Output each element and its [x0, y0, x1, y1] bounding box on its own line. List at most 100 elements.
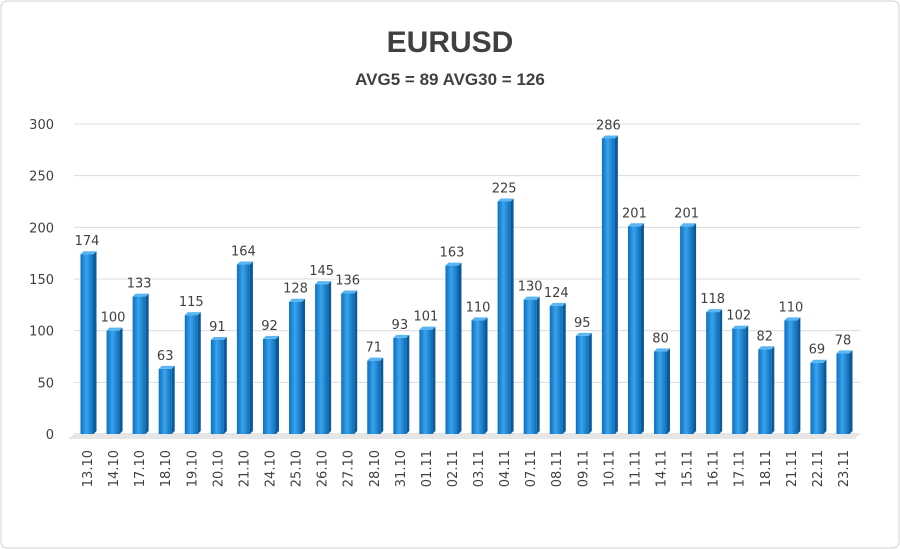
bar-top — [315, 281, 332, 285]
x-tick-label: 19.10 — [185, 450, 200, 487]
data-label: 78 — [835, 333, 852, 348]
x-tick-label: 01.11 — [420, 450, 435, 487]
y-tick-label: 200 — [29, 221, 54, 236]
bar-side — [823, 359, 827, 434]
bar-side — [719, 309, 723, 434]
data-label: 128 — [283, 282, 308, 297]
x-tick-label: 18.11 — [759, 450, 774, 487]
y-tick-label: 0 — [46, 428, 54, 443]
bar-side — [771, 346, 775, 434]
bar-top — [810, 359, 827, 363]
x-tick-label: 13.10 — [81, 450, 96, 487]
bar — [784, 320, 798, 434]
y-tick-label: 100 — [29, 325, 54, 340]
x-tick-label: 18.10 — [159, 450, 174, 487]
bar-side — [223, 336, 227, 434]
bar — [627, 226, 641, 434]
bar-side — [328, 281, 332, 434]
bar-side — [510, 198, 514, 434]
x-tick-label: 24.10 — [263, 450, 278, 487]
bar-top — [184, 312, 201, 316]
chart-title: EURUSD — [387, 26, 514, 59]
data-label: 115 — [179, 295, 204, 310]
bar-top — [523, 296, 540, 300]
data-label: 225 — [492, 182, 517, 197]
data-label: 92 — [261, 319, 278, 334]
bar-top — [784, 317, 801, 321]
chart-floor — [68, 434, 860, 439]
x-tick-label: 14.10 — [107, 450, 122, 487]
x-tick-label: 21.10 — [237, 450, 252, 487]
bar — [471, 320, 485, 434]
bar — [80, 254, 94, 434]
data-label: 93 — [392, 318, 409, 333]
data-label: 118 — [700, 292, 725, 307]
bar — [549, 305, 563, 434]
data-label: 145 — [309, 264, 334, 279]
data-label: 174 — [75, 234, 100, 249]
x-tick-label: 02.11 — [446, 450, 461, 487]
bar — [680, 226, 694, 434]
x-tick-label: 20.10 — [211, 450, 226, 487]
data-label: 110 — [466, 300, 491, 315]
x-tick-label: 14.11 — [655, 450, 670, 487]
bar — [654, 351, 668, 434]
data-label: 71 — [365, 341, 382, 356]
x-tick-label: 16.11 — [707, 450, 722, 487]
bar — [732, 328, 746, 434]
x-tick-label: 10.11 — [602, 450, 617, 487]
bar — [393, 337, 407, 434]
bar — [289, 301, 303, 434]
data-label: 163 — [440, 246, 465, 261]
bar-top — [393, 334, 410, 338]
bar-top — [758, 346, 775, 350]
x-tick-label: 23.11 — [837, 450, 852, 487]
x-tick-label: 07.11 — [524, 450, 539, 487]
bar-side — [275, 335, 279, 434]
data-label: 69 — [809, 343, 826, 358]
x-tick-label: 11.11 — [628, 450, 643, 487]
bar-side — [667, 348, 671, 434]
bar-top — [80, 251, 97, 255]
data-label: 201 — [674, 206, 699, 221]
x-tick-label: 17.10 — [133, 450, 148, 487]
x-tick-label: 04.11 — [498, 450, 513, 487]
chart-subtitle: AVG5 = 89 AVG30 = 126 — [355, 70, 545, 89]
bar-side — [432, 326, 436, 434]
bar — [497, 201, 511, 434]
bar — [601, 138, 615, 434]
bar-side — [145, 293, 149, 434]
bar — [106, 330, 120, 434]
bar — [367, 360, 381, 434]
data-label: 102 — [726, 309, 751, 324]
x-tick-label: 27.10 — [342, 450, 357, 487]
bar-top — [575, 332, 592, 336]
bar-top — [210, 336, 227, 340]
bar-top — [367, 357, 384, 361]
bar-top — [158, 365, 175, 369]
bar — [341, 293, 355, 434]
bar — [836, 353, 850, 434]
bar-top — [262, 335, 279, 339]
bar — [210, 339, 224, 434]
y-tick-label: 50 — [37, 376, 54, 391]
bar-top — [836, 350, 853, 354]
bar-top — [289, 298, 306, 302]
bar-top — [471, 317, 488, 321]
bar-side — [197, 312, 201, 434]
bar — [575, 335, 589, 434]
data-label: 286 — [596, 118, 621, 133]
bar-side — [119, 327, 123, 434]
y-tick-label: 250 — [29, 170, 54, 185]
bar-top — [236, 261, 253, 265]
x-tick-label: 21.11 — [785, 450, 800, 487]
bar-top — [132, 293, 149, 297]
bar-side — [640, 223, 644, 434]
bar — [262, 338, 276, 434]
bar-side — [380, 357, 384, 434]
data-label: 80 — [652, 331, 669, 346]
bar-side — [693, 223, 697, 434]
data-label: 130 — [518, 280, 543, 295]
bar-side — [797, 317, 801, 434]
bar-top — [654, 348, 671, 352]
